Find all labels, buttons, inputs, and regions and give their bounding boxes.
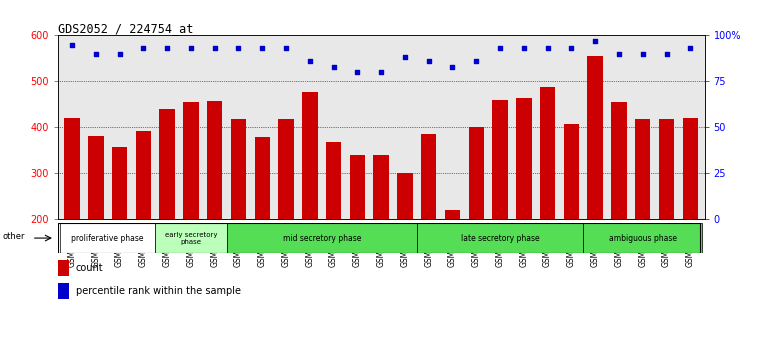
Point	[89, 51, 102, 57]
Point	[517, 45, 530, 51]
Bar	[58, 283, 69, 299]
Bar	[112, 147, 127, 219]
Bar	[207, 101, 223, 219]
Point	[209, 45, 221, 51]
Point	[494, 45, 506, 51]
Bar	[226, 223, 417, 253]
Bar	[584, 223, 702, 253]
Bar	[64, 118, 80, 219]
Point	[66, 42, 79, 47]
Bar	[588, 56, 603, 219]
Bar	[635, 119, 651, 219]
Bar	[136, 131, 151, 219]
Point	[327, 64, 340, 69]
Text: early secretory
phase: early secretory phase	[165, 232, 217, 245]
Bar	[516, 97, 531, 219]
Point	[447, 64, 459, 69]
Text: mid secretory phase: mid secretory phase	[283, 234, 361, 242]
Bar	[492, 100, 507, 219]
Bar	[302, 92, 317, 219]
Point	[589, 38, 601, 44]
Text: GDS2052 / 224754_at: GDS2052 / 224754_at	[58, 22, 193, 35]
Point	[541, 45, 554, 51]
Point	[351, 69, 363, 75]
Bar	[326, 142, 341, 219]
Point	[565, 45, 578, 51]
Bar	[468, 127, 484, 219]
Point	[423, 58, 435, 64]
Bar	[255, 137, 270, 219]
Bar	[659, 119, 675, 219]
Text: proliferative phase: proliferative phase	[72, 234, 144, 242]
Point	[684, 45, 696, 51]
Point	[613, 51, 625, 57]
Bar	[159, 109, 175, 219]
Bar	[417, 223, 583, 253]
Bar	[350, 155, 365, 219]
Text: late secretory phase: late secretory phase	[460, 234, 539, 242]
Bar	[231, 119, 246, 219]
Text: ambiguous phase: ambiguous phase	[609, 234, 677, 242]
Bar	[373, 155, 389, 219]
Bar	[682, 118, 698, 219]
Point	[233, 45, 245, 51]
Bar	[58, 260, 69, 276]
Point	[161, 45, 173, 51]
Point	[637, 51, 649, 57]
Point	[661, 51, 673, 57]
Bar	[183, 102, 199, 219]
Text: other: other	[3, 232, 25, 241]
Bar	[540, 87, 555, 219]
Bar	[564, 124, 579, 219]
Bar	[421, 134, 437, 219]
Bar	[60, 223, 156, 253]
Point	[256, 45, 269, 51]
Text: count: count	[76, 263, 103, 273]
Bar	[88, 136, 103, 219]
Bar	[278, 119, 294, 219]
Point	[303, 58, 316, 64]
Point	[113, 51, 126, 57]
Point	[375, 69, 387, 75]
Point	[470, 58, 483, 64]
Point	[280, 45, 292, 51]
Text: percentile rank within the sample: percentile rank within the sample	[76, 286, 241, 296]
Bar	[156, 223, 226, 253]
Bar	[397, 172, 413, 219]
Point	[399, 55, 411, 60]
Point	[137, 45, 149, 51]
Bar	[611, 102, 627, 219]
Bar	[445, 210, 460, 219]
Point	[185, 45, 197, 51]
